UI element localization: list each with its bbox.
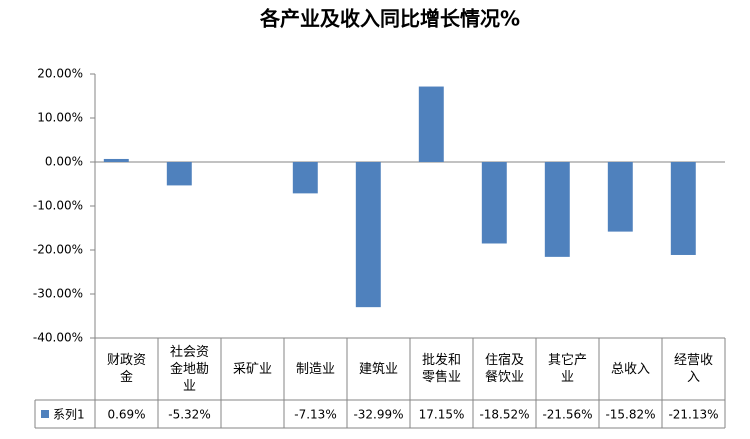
category-cell: 采矿业 <box>232 361 272 377</box>
x-tick-label: 制造业 <box>295 361 335 377</box>
x-tick-label: 采矿业 <box>232 361 272 377</box>
x-tick-label: 批发和零售业 <box>421 353 461 385</box>
table-value: 17.15% <box>419 408 465 422</box>
bar <box>481 162 507 244</box>
category-cell: 建筑业 <box>358 361 398 377</box>
x-tick-label: 建筑业 <box>358 361 398 377</box>
bar <box>607 162 633 232</box>
table-value: -7.13% <box>294 408 336 422</box>
x-tick-label: 其它产业 <box>547 353 587 385</box>
x-tick-label: 财政资金 <box>106 353 146 385</box>
legend-key <box>41 410 49 418</box>
table-value: -15.82% <box>605 408 655 422</box>
bar <box>292 162 318 194</box>
category-cell: 财政资金 <box>106 353 146 385</box>
category-cell: 住宿及餐饮业 <box>484 353 524 385</box>
chart-title: 各产业及收入同比增长情况% <box>259 7 520 31</box>
x-tick-label: 社会资金地勘业 <box>169 344 209 394</box>
x-tick-label: 住宿及餐饮业 <box>484 353 524 385</box>
x-tick-label: 总收入 <box>610 361 650 377</box>
y-tick-label: -40.00% <box>33 331 83 345</box>
y-tick-label: 20.00% <box>37 67 83 81</box>
y-tick-label: 10.00% <box>37 111 83 125</box>
table-value: 0.69% <box>107 408 145 422</box>
table-value: -21.13% <box>668 408 718 422</box>
table-value: -18.52% <box>479 408 529 422</box>
bar <box>418 86 444 162</box>
x-tick-label: 经营收入 <box>673 353 713 385</box>
category-cell: 总收入 <box>610 361 650 377</box>
table-value: -5.32% <box>168 408 210 422</box>
legend-label: 系列1 <box>53 408 85 422</box>
y-tick-label: -20.00% <box>33 243 83 257</box>
bar <box>166 162 192 186</box>
y-tick-label: 0.00% <box>45 155 83 169</box>
category-cell: 经营收入 <box>673 353 713 385</box>
bar <box>544 162 570 257</box>
y-tick-label: -30.00% <box>33 287 83 301</box>
table-value: -32.99% <box>353 408 403 422</box>
bar <box>670 162 696 255</box>
table-value: -21.56% <box>542 408 592 422</box>
bar <box>103 158 129 162</box>
y-tick-label: -10.00% <box>33 199 83 213</box>
category-cell: 社会资金地勘业 <box>169 344 209 394</box>
bar <box>355 162 381 308</box>
category-cell: 其它产业 <box>547 353 587 385</box>
category-cell: 批发和零售业 <box>421 353 461 385</box>
category-cell: 制造业 <box>295 361 335 377</box>
